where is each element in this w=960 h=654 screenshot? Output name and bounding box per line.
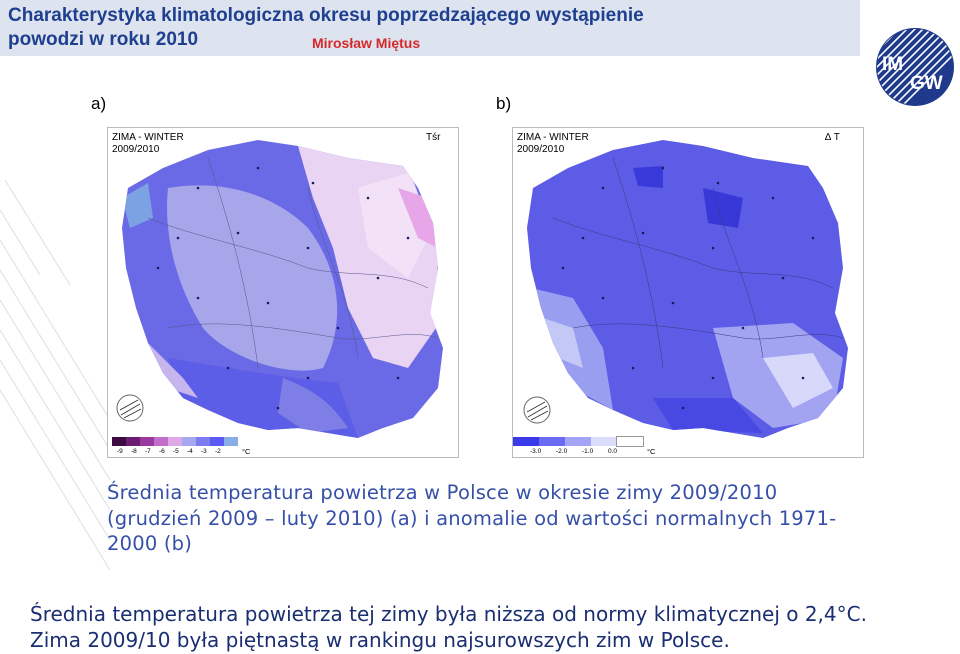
map-a-heading-line-1: ZIMA - WINTER: [112, 132, 184, 143]
legend-swatch: [513, 437, 539, 446]
decorative-lines: [0, 180, 111, 571]
legend-tick-label: -1.0: [582, 448, 594, 455]
header-band: [0, 0, 860, 56]
page-title-line-2: powodzi w roku 2010: [8, 29, 199, 50]
map-poland-temperature: [116, 140, 443, 438]
legend-swatch: [224, 437, 238, 446]
legend-a: -9 -8 -7 -6 -5 -4 -3 -2 °C: [112, 437, 352, 459]
svg-text:IM: IM: [882, 54, 903, 75]
legend-swatch: [539, 437, 565, 446]
map-a-variable-label: Tśr: [426, 132, 441, 143]
legend-b: -3.0 -2.0 -1.0 0.0 °C: [513, 436, 663, 459]
imgw-small-logo-icon: [523, 396, 551, 424]
legend-swatch: [565, 437, 591, 446]
map-panel-a: ZIMA - WINTER 2009/2010 Tśr -9 -8 -7 -6 -5 -4…: [107, 127, 459, 458]
legend-swatch: [140, 437, 154, 446]
legend-tick-label: -3: [201, 448, 207, 455]
legend-tick-label: -6: [159, 448, 165, 455]
author-name: Mirosław Miętus: [312, 35, 421, 51]
legend-swatch: [591, 437, 617, 446]
legend-tick-label: 0.0: [608, 448, 618, 455]
map-b-variable-label: ∆ T: [825, 132, 840, 143]
panel-label-a: a): [91, 94, 107, 113]
summary-line-1: Średnia temperatura powietrza tej zimy b…: [30, 602, 867, 626]
map-poland-anomaly: [523, 140, 848, 438]
page-title-line-1: Charakterystyka klimatologiczna okresu p…: [8, 5, 644, 26]
imgw-small-logo-icon: [116, 394, 144, 422]
legend-tick-label: -2.0: [556, 448, 568, 455]
legend-swatch: [126, 437, 140, 446]
legend-unit: °C: [647, 447, 656, 456]
summary-line-2: Zima 2009/10 była piętnastą w rankingu n…: [30, 628, 730, 652]
summary-text: Średnia temperatura powietrza tej zimy b…: [30, 601, 960, 653]
legend-swatch: [182, 437, 196, 446]
map-b-heading-line-1: ZIMA - WINTER: [517, 132, 589, 143]
legend-tick-label: -8: [131, 448, 137, 455]
legend-swatch: [112, 437, 126, 446]
map-b-heading-line-2: 2009/2010: [517, 144, 565, 155]
legend-tick-label: -5: [173, 448, 179, 455]
legend-tick-label: -2: [215, 448, 221, 455]
map-panel-b: ZIMA - WINTER 2009/2010 ∆ T -3.0 -2.0 -1.0…: [512, 127, 864, 458]
panel-label-b: b): [496, 94, 512, 113]
legend-swatch: [168, 437, 182, 446]
map-a-heading-line-2: 2009/2010: [112, 144, 160, 155]
svg-text:GW: GW: [910, 73, 943, 94]
legend-swatch: [210, 437, 224, 446]
legend-tick-label: -4: [187, 448, 193, 455]
imgw-logo-icon: IM GW: [876, 28, 954, 106]
legend-tick-label: -9: [117, 448, 123, 455]
legend-tick-label: -7: [145, 448, 151, 455]
legend-unit: °C: [242, 447, 251, 456]
legend-tick-label: -3.0: [530, 448, 542, 455]
legend-swatch: [616, 436, 644, 447]
legend-swatch: [154, 437, 168, 446]
figure-caption: Średnia temperatura powietrza w Polsce w…: [107, 481, 837, 555]
legend-swatch: [196, 437, 210, 446]
